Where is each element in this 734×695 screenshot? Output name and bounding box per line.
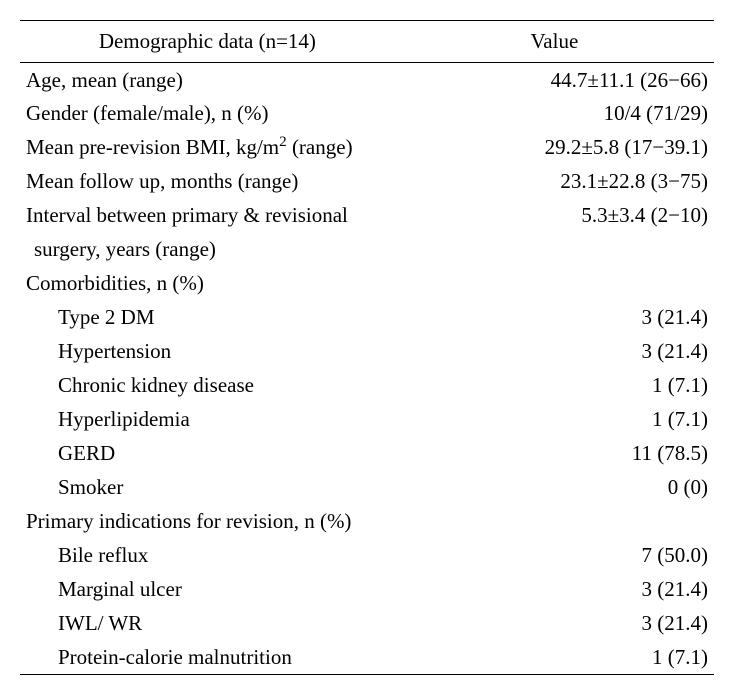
row-label: Hypertension bbox=[20, 335, 395, 369]
table-row: IWL/ WR3 (21.4) bbox=[20, 607, 714, 641]
row-label: surgery, years (range) bbox=[20, 233, 395, 267]
table-row: Hypertension3 (21.4) bbox=[20, 335, 714, 369]
table-row: Protein-calorie malnutrition1 (7.1) bbox=[20, 640, 714, 674]
row-label: Chronic kidney disease bbox=[20, 369, 395, 403]
row-label: Protein-calorie malnutrition bbox=[20, 640, 395, 674]
row-label: GERD bbox=[20, 437, 395, 471]
row-label: Comorbidities, n (%) bbox=[20, 267, 395, 301]
row-value: 5.3±3.4 (2−10) bbox=[395, 199, 714, 233]
row-label: Bile reflux bbox=[20, 539, 395, 573]
row-label: Type 2 DM bbox=[20, 301, 395, 335]
table-row: Bile reflux7 (50.0) bbox=[20, 539, 714, 573]
row-label: Mean follow up, months (range) bbox=[20, 165, 395, 199]
row-value: 44.7±11.1 (26−66) bbox=[395, 63, 714, 97]
row-label: Primary indications for revision, n (%) bbox=[20, 505, 395, 539]
table-row: Chronic kidney disease1 (7.1) bbox=[20, 369, 714, 403]
table-header-row: Demographic data (n=14) Value bbox=[20, 21, 714, 63]
row-value bbox=[395, 505, 714, 539]
row-value: 1 (7.1) bbox=[395, 369, 714, 403]
row-label: Marginal ulcer bbox=[20, 573, 395, 607]
table-row: Primary indications for revision, n (%) bbox=[20, 505, 714, 539]
row-label: Interval between primary & revisional bbox=[20, 199, 395, 233]
table-row: GERD11 (78.5) bbox=[20, 437, 714, 471]
table-body: Age, mean (range)44.7±11.1 (26−66)Gender… bbox=[20, 63, 714, 675]
row-value: 11 (78.5) bbox=[395, 437, 714, 471]
header-demographic: Demographic data (n=14) bbox=[20, 21, 395, 63]
row-label: Smoker bbox=[20, 471, 395, 505]
row-value: 1 (7.1) bbox=[395, 403, 714, 437]
row-value: 10/4 (71/29) bbox=[395, 97, 714, 131]
row-label: Mean pre-revision BMI, kg/m2 (range) bbox=[20, 131, 395, 165]
row-value: 3 (21.4) bbox=[395, 301, 714, 335]
table-row: Type 2 DM3 (21.4) bbox=[20, 301, 714, 335]
row-value: 3 (21.4) bbox=[395, 573, 714, 607]
table-row: Marginal ulcer3 (21.4) bbox=[20, 573, 714, 607]
table-row: Interval between primary & revisional5.3… bbox=[20, 199, 714, 233]
row-value: 0 (0) bbox=[395, 471, 714, 505]
demographic-table-container: Demographic data (n=14) Value Age, mean … bbox=[20, 20, 714, 675]
row-value: 3 (21.4) bbox=[395, 607, 714, 641]
row-value: 1 (7.1) bbox=[395, 640, 714, 674]
row-value bbox=[395, 267, 714, 301]
row-value: 29.2±5.8 (17−39.1) bbox=[395, 131, 714, 165]
header-value: Value bbox=[395, 21, 714, 63]
table-row: Age, mean (range)44.7±11.1 (26−66) bbox=[20, 63, 714, 97]
row-value: 3 (21.4) bbox=[395, 335, 714, 369]
row-label-text: Mean pre-revision BMI, kg/m bbox=[26, 135, 279, 159]
table-row: Hyperlipidemia1 (7.1) bbox=[20, 403, 714, 437]
table-row: Mean follow up, months (range)23.1±22.8 … bbox=[20, 165, 714, 199]
row-label: IWL/ WR bbox=[20, 607, 395, 641]
table-row: Comorbidities, n (%) bbox=[20, 267, 714, 301]
row-label-tail: (range) bbox=[287, 135, 353, 159]
row-label: Gender (female/male), n (%) bbox=[20, 97, 395, 131]
table-row: Gender (female/male), n (%)10/4 (71/29) bbox=[20, 97, 714, 131]
row-label: Hyperlipidemia bbox=[20, 403, 395, 437]
row-label-superscript: 2 bbox=[279, 134, 287, 150]
table-row: Smoker0 (0) bbox=[20, 471, 714, 505]
row-label: Age, mean (range) bbox=[20, 63, 395, 97]
table-row: Mean pre-revision BMI, kg/m2 (range)29.2… bbox=[20, 131, 714, 165]
demographic-table: Demographic data (n=14) Value Age, mean … bbox=[20, 20, 714, 675]
row-value: 7 (50.0) bbox=[395, 539, 714, 573]
row-value bbox=[395, 233, 714, 267]
table-row: surgery, years (range) bbox=[20, 233, 714, 267]
row-value: 23.1±22.8 (3−75) bbox=[395, 165, 714, 199]
